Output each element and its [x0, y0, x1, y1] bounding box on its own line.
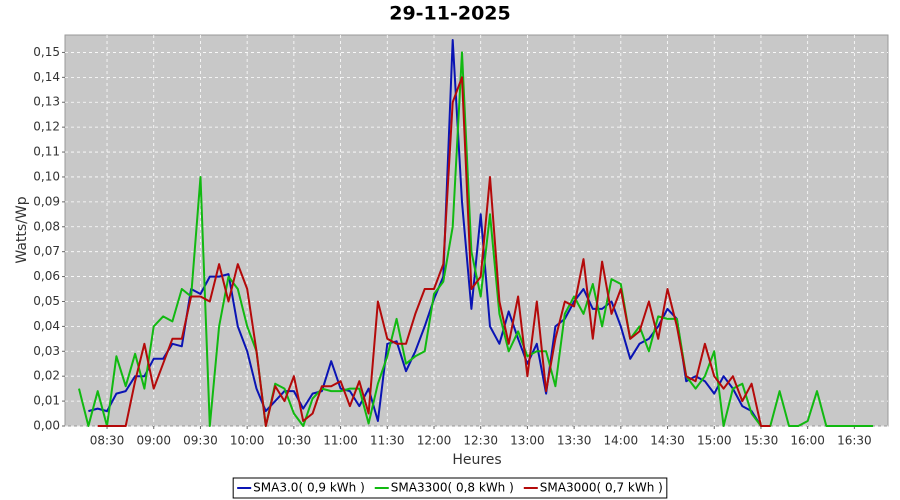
y-tick-label: 0,06 [33, 269, 60, 283]
x-tick-label: 15:30 [744, 434, 779, 448]
y-axis-label: Watts/Wp [14, 196, 30, 263]
y-tick-label: 0,00 [33, 419, 60, 433]
x-tick-label: 08:30 [90, 434, 125, 448]
x-tick-label: 10:30 [277, 434, 312, 448]
x-tick-label: 14:30 [650, 434, 685, 448]
x-tick-label: 16:30 [837, 434, 872, 448]
x-tick-label: 11:00 [323, 434, 358, 448]
y-tick-label: 0,15 [33, 45, 60, 59]
legend-label: SMA3.0( 0,9 kWh ) [253, 481, 365, 495]
y-tick-label: 0,13 [33, 95, 60, 109]
legend-label: SMA3000( 0,7 kWh ) [540, 481, 663, 495]
chart-title: 29-11-2025 [389, 3, 511, 25]
y-tick-label: 0,10 [33, 169, 60, 183]
x-axis-label: Heures [452, 452, 501, 468]
series-line [88, 39, 762, 427]
legend: SMA3.0( 0,9 kWh ) SMA3300( 0,8 kWh ) SMA30… [232, 477, 668, 499]
y-tick-label: 0,01 [33, 394, 60, 408]
y-tick-label: 0,03 [33, 344, 60, 358]
series-line [78, 51, 874, 427]
y-tick-label: 0,02 [33, 369, 60, 383]
x-tick-label: 12:00 [417, 434, 452, 448]
y-tick-label: 0,11 [33, 145, 60, 159]
x-tick-label: 09:00 [136, 434, 171, 448]
legend-label: SMA3300( 0,8 kWh ) [391, 481, 514, 495]
y-tick-label: 0,09 [33, 194, 60, 208]
series-line [97, 76, 771, 427]
plot-area [64, 34, 889, 427]
x-tick-label: 12:30 [463, 434, 498, 448]
x-tick-label: 13:30 [557, 434, 592, 448]
x-tick-label: 14:00 [604, 434, 639, 448]
y-tick-label: 0,04 [33, 319, 60, 333]
x-tick-label: 09:30 [183, 434, 218, 448]
x-tick-label: 10:00 [230, 434, 265, 448]
x-tick-label: 11:30 [370, 434, 405, 448]
legend-box [232, 477, 668, 499]
y-tick-label: 0,07 [33, 244, 60, 258]
x-tick-label: 15:00 [697, 434, 732, 448]
y-tick-label: 0,14 [33, 70, 60, 84]
x-tick-label: 13:00 [510, 434, 545, 448]
x-tick-label: 16:00 [790, 434, 825, 448]
y-tick-label: 0,05 [33, 294, 60, 308]
y-tick-label: 0,08 [33, 219, 60, 233]
y-tick-label: 0,12 [33, 120, 60, 134]
